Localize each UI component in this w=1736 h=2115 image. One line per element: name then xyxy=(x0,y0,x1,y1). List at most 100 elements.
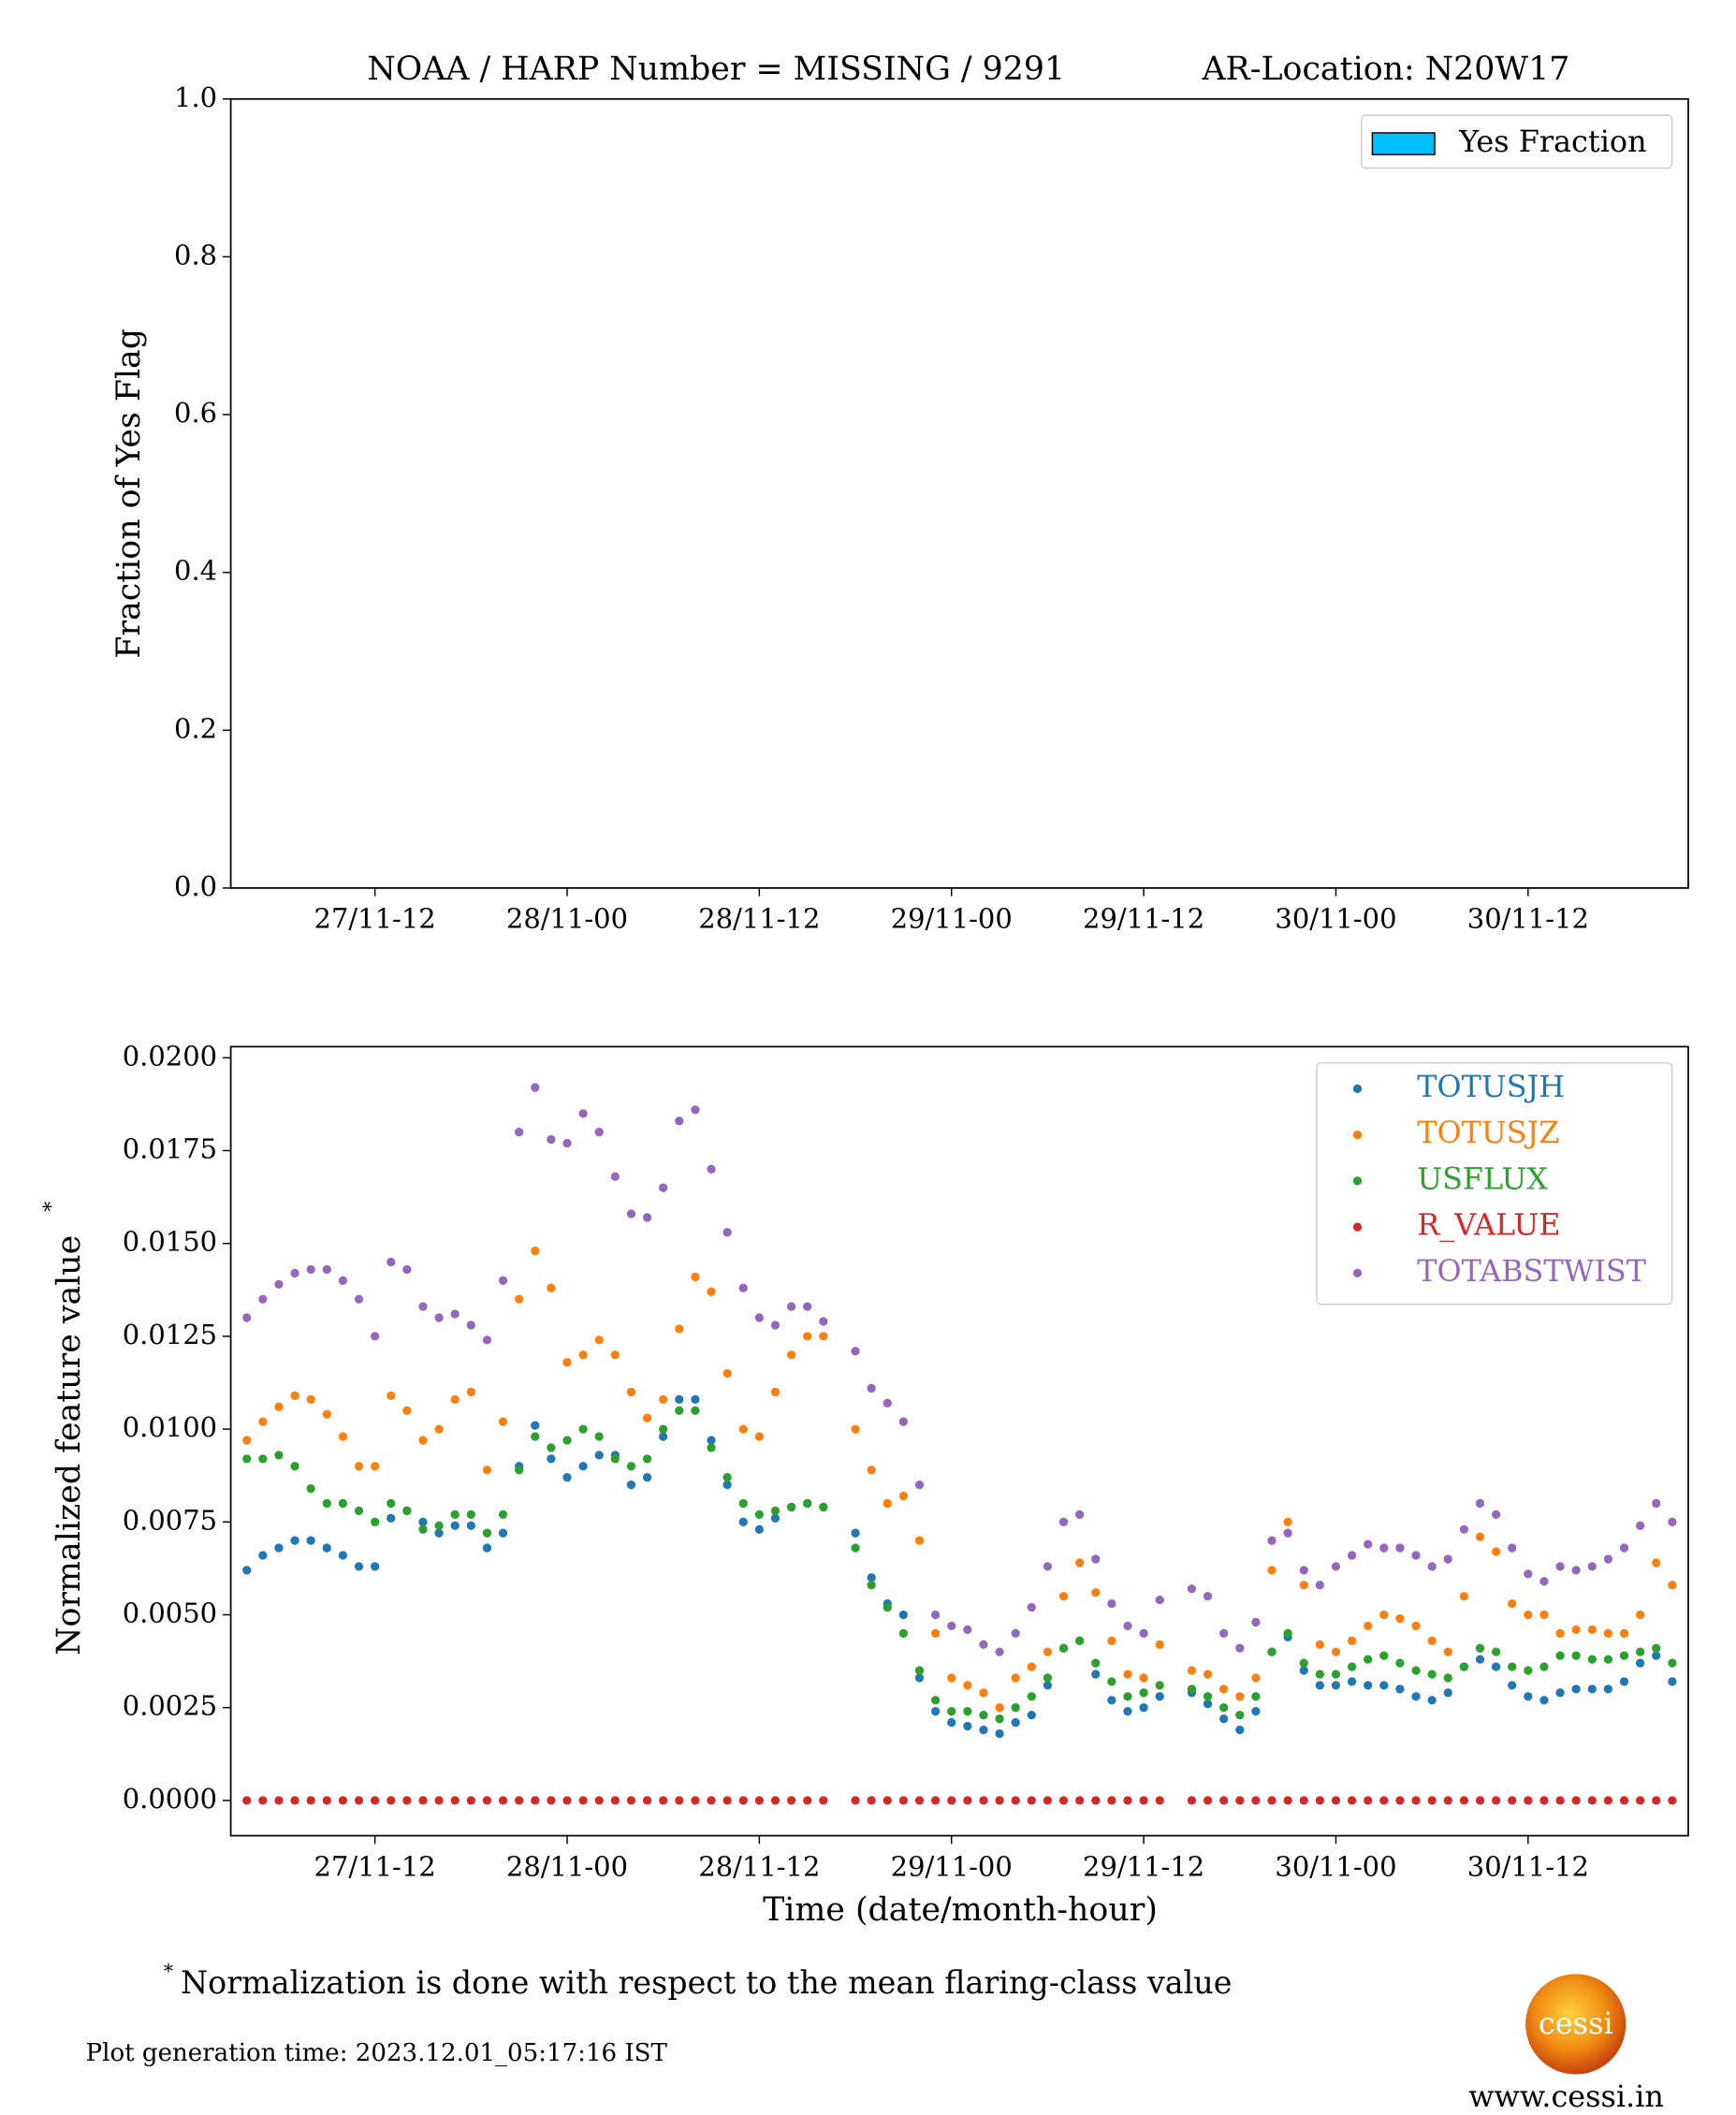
y-axis-label: Normalized feature value xyxy=(51,1235,88,1656)
point xyxy=(402,1406,412,1415)
point xyxy=(1587,1655,1597,1664)
point xyxy=(258,1454,268,1464)
point xyxy=(898,1491,909,1501)
y-tick-label: 0.2 xyxy=(174,712,217,744)
point xyxy=(354,1294,364,1304)
point xyxy=(1347,1796,1357,1805)
x-tick-label: 29/11-12 xyxy=(1083,903,1204,935)
point xyxy=(594,1796,604,1805)
point xyxy=(898,1796,909,1805)
point xyxy=(1524,1692,1533,1701)
point xyxy=(338,1498,348,1509)
point xyxy=(1347,1662,1357,1671)
point xyxy=(1107,1636,1116,1645)
point xyxy=(610,1350,620,1360)
point xyxy=(642,1413,652,1422)
point xyxy=(1652,1651,1661,1660)
point xyxy=(1379,1610,1389,1620)
point xyxy=(930,1628,941,1638)
legend-label: R_VALUE xyxy=(1417,1207,1560,1243)
point xyxy=(482,1796,492,1805)
x-axis-label: Time (date/month-hour) xyxy=(763,1891,1158,1929)
point xyxy=(1411,1666,1421,1675)
point xyxy=(1058,1796,1069,1805)
point xyxy=(578,1350,588,1360)
point xyxy=(306,1394,315,1404)
point xyxy=(1508,1662,1517,1671)
point xyxy=(1587,1625,1597,1634)
point xyxy=(1524,1666,1533,1675)
point xyxy=(434,1521,444,1530)
y-tick-label: 0.0 xyxy=(174,870,217,902)
point xyxy=(691,1796,700,1805)
point xyxy=(851,1796,860,1805)
point xyxy=(1668,1677,1677,1686)
point xyxy=(1411,1551,1421,1560)
point xyxy=(466,1510,475,1519)
point xyxy=(1347,1636,1357,1645)
point xyxy=(242,1436,252,1445)
point xyxy=(1155,1681,1164,1690)
point xyxy=(963,1796,972,1805)
point xyxy=(1107,1796,1116,1805)
point xyxy=(675,1324,684,1334)
point xyxy=(1619,1628,1629,1638)
point xyxy=(754,1524,764,1534)
point xyxy=(610,1796,620,1805)
point xyxy=(1603,1628,1613,1638)
y-tick-label: 0.0175 xyxy=(123,1133,217,1165)
point xyxy=(1315,1796,1324,1805)
point xyxy=(1058,1592,1069,1601)
point xyxy=(738,1498,748,1509)
point xyxy=(1027,1662,1036,1671)
point xyxy=(387,1498,396,1509)
point xyxy=(387,1257,396,1267)
point xyxy=(1491,1796,1501,1805)
point xyxy=(1235,1725,1245,1735)
point xyxy=(274,1796,284,1805)
point xyxy=(642,1454,652,1464)
point xyxy=(1155,1796,1164,1805)
point xyxy=(691,1406,700,1415)
point xyxy=(1123,1670,1132,1679)
point xyxy=(290,1391,299,1401)
point xyxy=(914,1666,925,1675)
point xyxy=(979,1688,988,1698)
point xyxy=(242,1796,252,1805)
point xyxy=(1027,1692,1036,1701)
point xyxy=(354,1462,364,1471)
point xyxy=(1299,1796,1308,1805)
point xyxy=(1619,1543,1629,1553)
point xyxy=(659,1424,668,1434)
point xyxy=(418,1796,428,1805)
x-tick-label: 30/11-00 xyxy=(1275,1850,1396,1882)
point xyxy=(434,1528,444,1538)
point xyxy=(1187,1584,1197,1594)
point xyxy=(1443,1688,1452,1698)
point xyxy=(914,1536,925,1545)
point xyxy=(1587,1685,1597,1694)
point xyxy=(1491,1647,1501,1656)
point xyxy=(851,1543,860,1553)
point xyxy=(610,1454,620,1464)
point xyxy=(883,1796,892,1805)
point xyxy=(1011,1628,1020,1638)
point xyxy=(786,1350,796,1360)
point xyxy=(803,1332,812,1341)
point xyxy=(402,1506,412,1516)
point xyxy=(947,1707,956,1716)
point xyxy=(819,1796,828,1805)
point xyxy=(1139,1796,1148,1805)
point xyxy=(1459,1524,1469,1534)
point xyxy=(898,1628,909,1638)
point xyxy=(306,1536,315,1545)
y-tick-label: 1.0 xyxy=(174,81,217,113)
point xyxy=(819,1332,828,1341)
point xyxy=(1251,1617,1261,1627)
point xyxy=(466,1521,475,1530)
point xyxy=(1123,1621,1132,1631)
point xyxy=(1155,1692,1164,1701)
point xyxy=(754,1510,764,1519)
point xyxy=(1027,1710,1036,1720)
footnote: Normalization is done with respect to th… xyxy=(181,1964,1232,2001)
